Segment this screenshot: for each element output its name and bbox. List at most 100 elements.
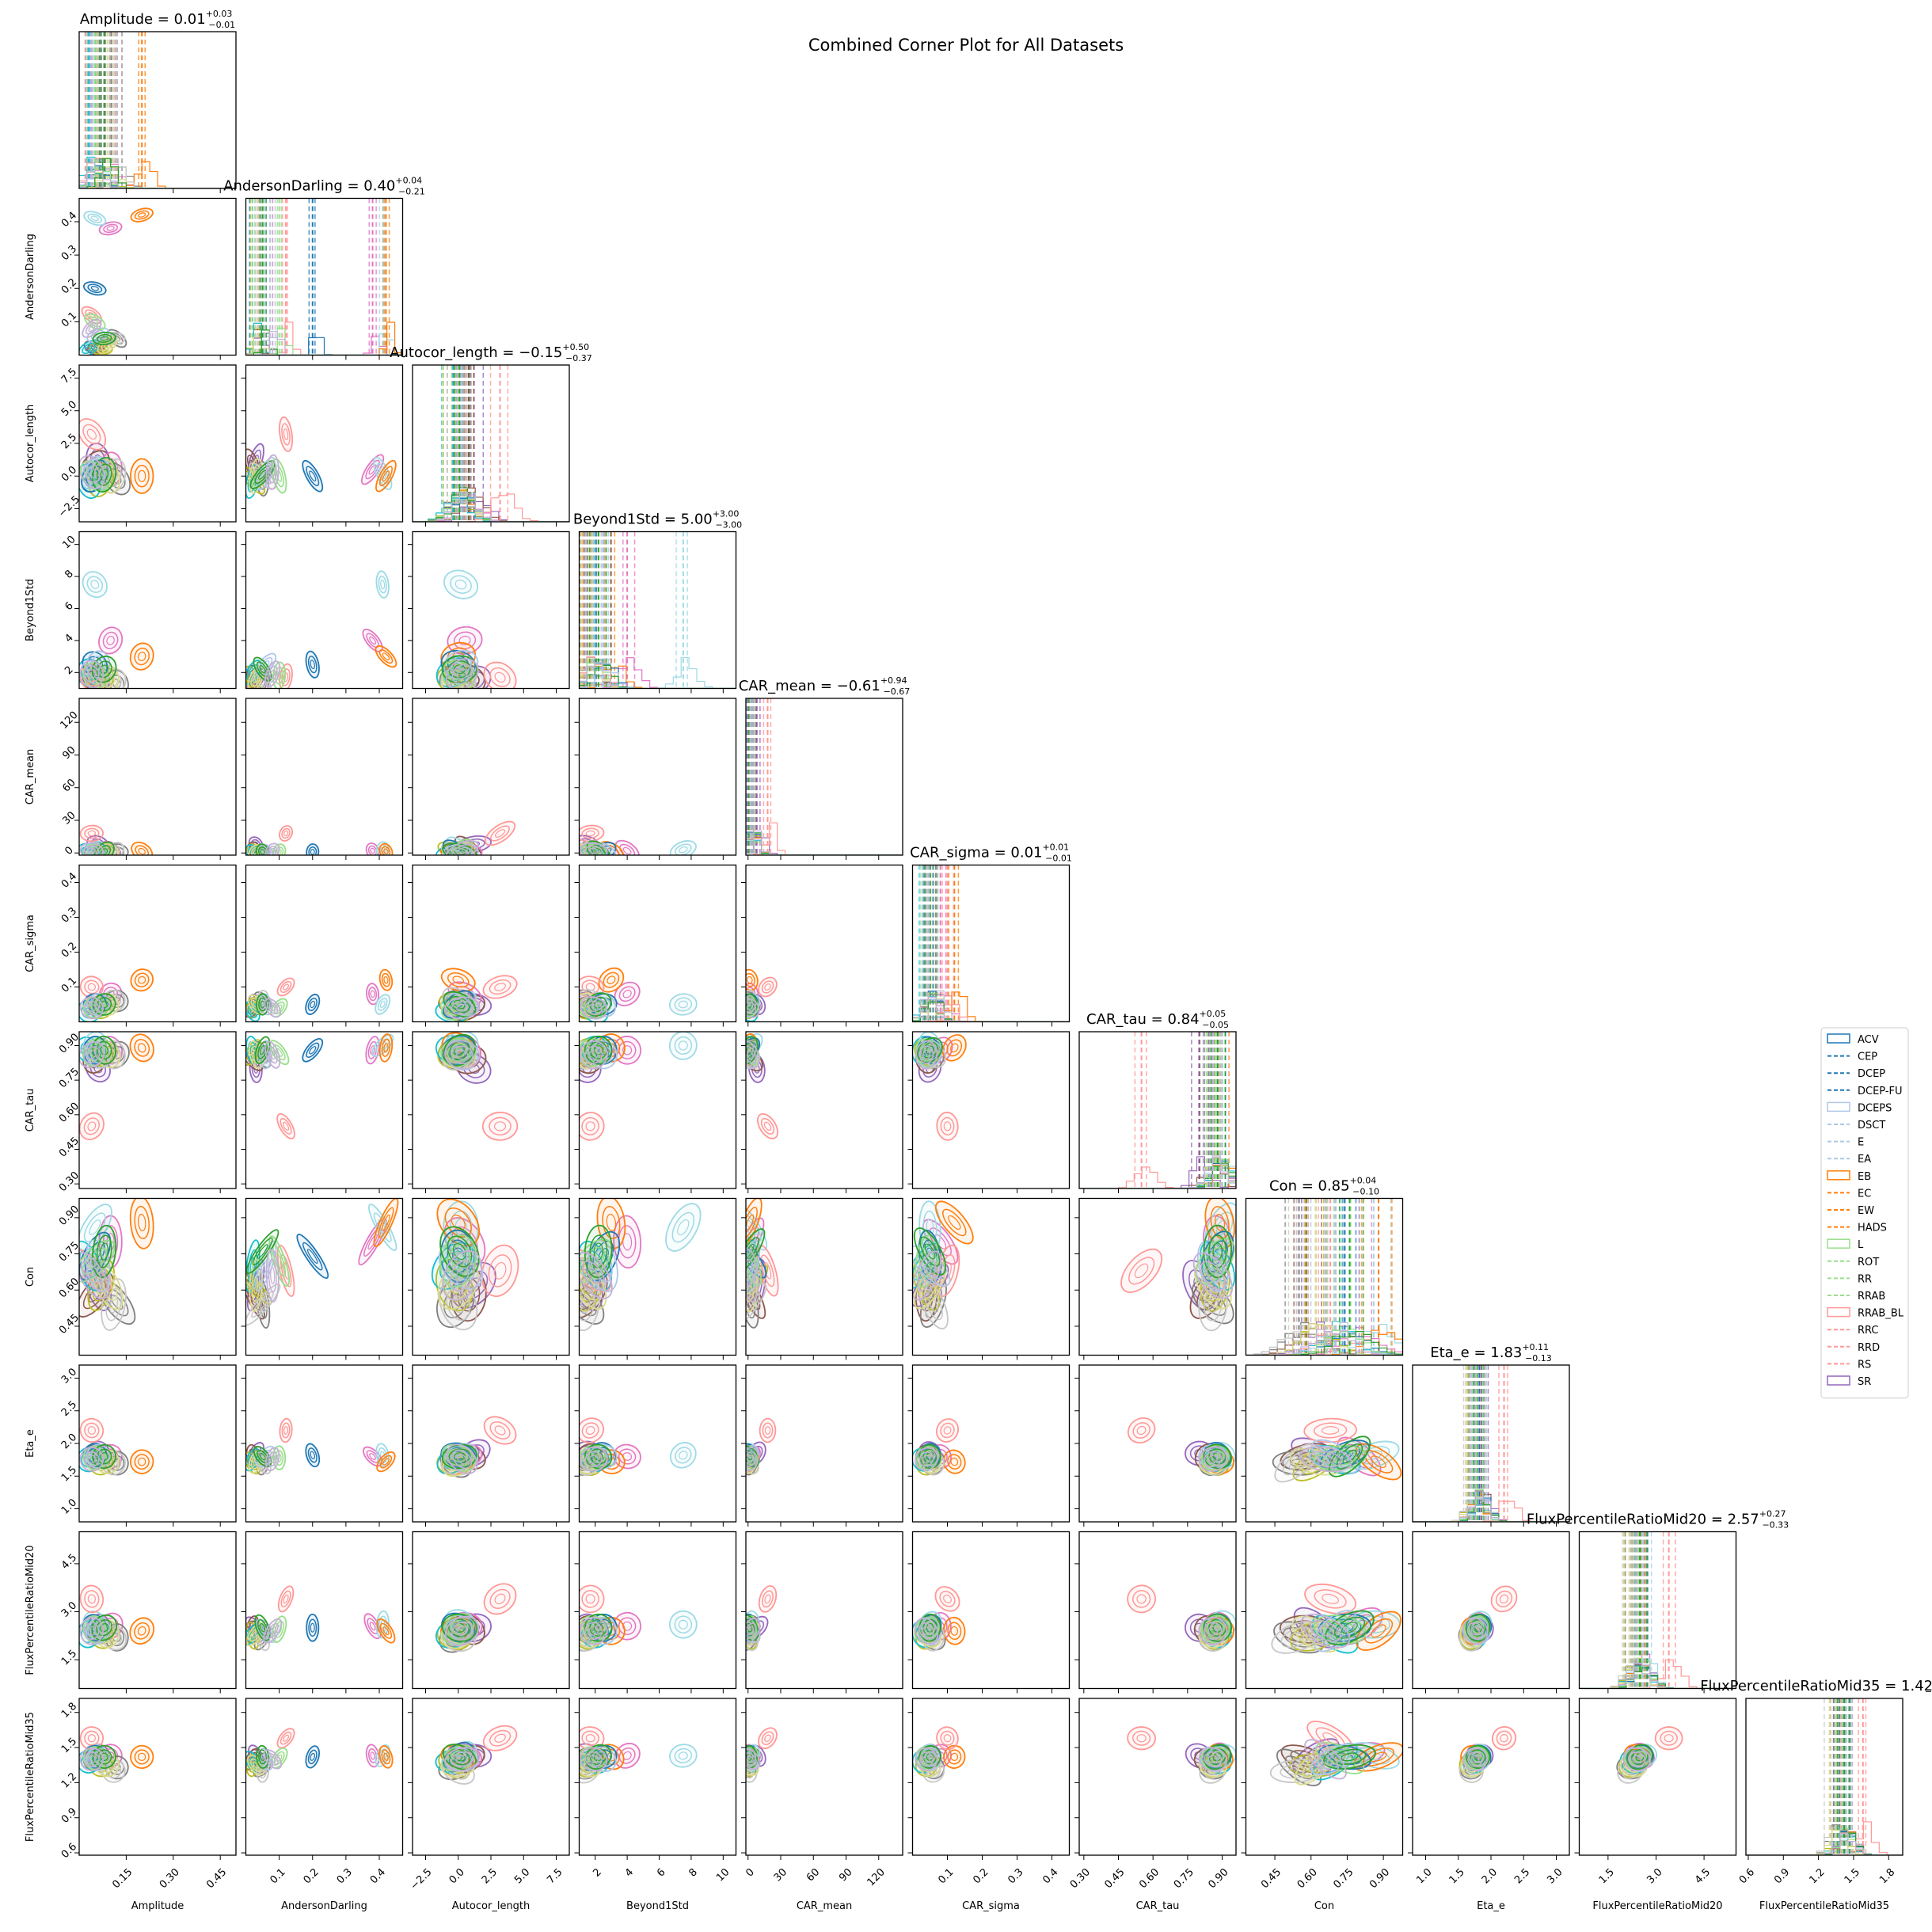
- density-contour: [746, 1001, 755, 1015]
- density-contour: [82, 318, 102, 338]
- density-contour: [761, 1731, 774, 1746]
- density-contour: [87, 983, 96, 991]
- density-contour: [1204, 1622, 1223, 1641]
- legend-label: EA: [1858, 1154, 1871, 1166]
- density-contour: [494, 1425, 506, 1436]
- density-contour: [494, 983, 506, 991]
- density-contour: [100, 469, 108, 481]
- histogram-step: [413, 492, 569, 522]
- density-contour: [1132, 1590, 1151, 1608]
- contour-panel-CAR_mean-vs-Eta_e: [741, 1364, 903, 1527]
- density-contour: [97, 333, 112, 343]
- density-contour: [1495, 1590, 1513, 1608]
- density-contour: [83, 461, 101, 483]
- density-contour: [266, 1752, 279, 1766]
- density-contour: [249, 1758, 262, 1772]
- density-contour: [942, 1208, 967, 1237]
- histogram-step: [912, 996, 1070, 1022]
- legend-item: DCEPS: [1827, 1101, 1892, 1114]
- density-contour: [86, 428, 97, 440]
- density-contour: [915, 1747, 938, 1771]
- density-contour: [674, 997, 693, 1012]
- density-contour: [269, 847, 276, 854]
- density-contour: [762, 1590, 774, 1608]
- density-contour: [1341, 1752, 1359, 1762]
- panel-frame: [1745, 1698, 1903, 1856]
- density-contour: [451, 1045, 473, 1064]
- legend-label: DCEP-FU: [1858, 1086, 1903, 1097]
- density-contour: [381, 1038, 391, 1057]
- density-contour: [1127, 1584, 1156, 1614]
- density-contour: [1371, 1455, 1386, 1468]
- histogram-step: [79, 159, 236, 188]
- density-contour: [137, 652, 146, 662]
- density-contour: [613, 1215, 642, 1269]
- density-contour: [370, 847, 375, 854]
- density-contour: [90, 215, 99, 222]
- density-contour: [1466, 1622, 1484, 1640]
- contour-panel-Autocor_length-vs-CAR_tau: [408, 1031, 570, 1193]
- density-contour: [1318, 1752, 1333, 1767]
- density-contour: [308, 846, 318, 855]
- density-contour: [85, 322, 98, 335]
- y-axis-label: FluxPercentileRatioMid20: [25, 1545, 36, 1675]
- density-contour: [746, 1198, 763, 1248]
- density-contour: [257, 1619, 268, 1637]
- density-contour: [763, 1121, 772, 1131]
- density-contour: [913, 1227, 947, 1276]
- density-contour: [379, 1751, 386, 1760]
- density-contour: [1342, 1449, 1357, 1464]
- contour-panel-CAR_mean-vs-CAR_sigma: [741, 864, 903, 1027]
- density-contour: [1317, 1625, 1334, 1637]
- contour-panel-Autocor_length-vs-Beyond1Std: [408, 531, 570, 694]
- contour-panel-AndersonDarling-vs-CAR_mean: [241, 698, 404, 860]
- density-contour: [1132, 1730, 1151, 1746]
- density-contour: [87, 1594, 97, 1604]
- density-contour: [447, 972, 470, 988]
- density-contour: [594, 1752, 603, 1762]
- x-axis-label: CAR_mean: [797, 1900, 852, 1912]
- legend: ACV CEP DCEP DCEP-FU DCEPS DSCT E EA EB EC EW HADS L…: [1820, 1027, 1909, 1399]
- legend-label: HADS: [1858, 1223, 1887, 1234]
- density-contour: [1496, 1730, 1512, 1746]
- x-axis-label: CAR_sigma: [962, 1900, 1020, 1912]
- density-contour: [280, 1731, 292, 1745]
- density-contour: [450, 575, 472, 594]
- density-contour: [1208, 1448, 1227, 1465]
- density-contour: [747, 1004, 754, 1012]
- density-contour: [1208, 1755, 1219, 1764]
- density-contour: [452, 1449, 473, 1470]
- density-contour: [489, 1588, 511, 1609]
- density-contour: [366, 1450, 379, 1463]
- density-contour: [310, 849, 315, 855]
- density-contour: [87, 1755, 96, 1763]
- density-contour: [593, 1249, 613, 1283]
- density-contour: [269, 1626, 276, 1636]
- density-contour: [764, 983, 771, 991]
- density-contour: [922, 1049, 930, 1060]
- density-contour: [579, 1417, 605, 1443]
- density-contour: [79, 660, 105, 689]
- density-contour: [280, 1117, 292, 1135]
- density-contour: [280, 980, 292, 994]
- density-contour: [245, 1283, 281, 1326]
- density-contour: [1127, 1726, 1156, 1751]
- density-contour: [588, 847, 599, 854]
- density-contour: [267, 665, 278, 683]
- density-contour: [269, 669, 276, 679]
- contour-panel-CAR_sigma-vs-CAR_tau: [907, 1031, 1071, 1193]
- x-axis-label: Amplitude: [131, 1900, 184, 1912]
- density-contour: [81, 1261, 103, 1291]
- density-contour: [1333, 1748, 1367, 1765]
- contour-panel-AndersonDarling-vs-FluxPercentileRatioMid20: [241, 1531, 404, 1694]
- panel-frame: [78, 31, 237, 189]
- density-contour: [84, 1590, 100, 1608]
- legend-item: RRAB: [1827, 1291, 1885, 1303]
- legend-swatch: [1827, 1238, 1850, 1249]
- histogram-step: [245, 333, 403, 356]
- contour-panel-AndersonDarling-vs-Beyond1Std: [241, 531, 404, 694]
- histogram-step: [79, 156, 236, 188]
- density-contour: [1206, 1268, 1220, 1284]
- density-contour: [924, 1243, 936, 1260]
